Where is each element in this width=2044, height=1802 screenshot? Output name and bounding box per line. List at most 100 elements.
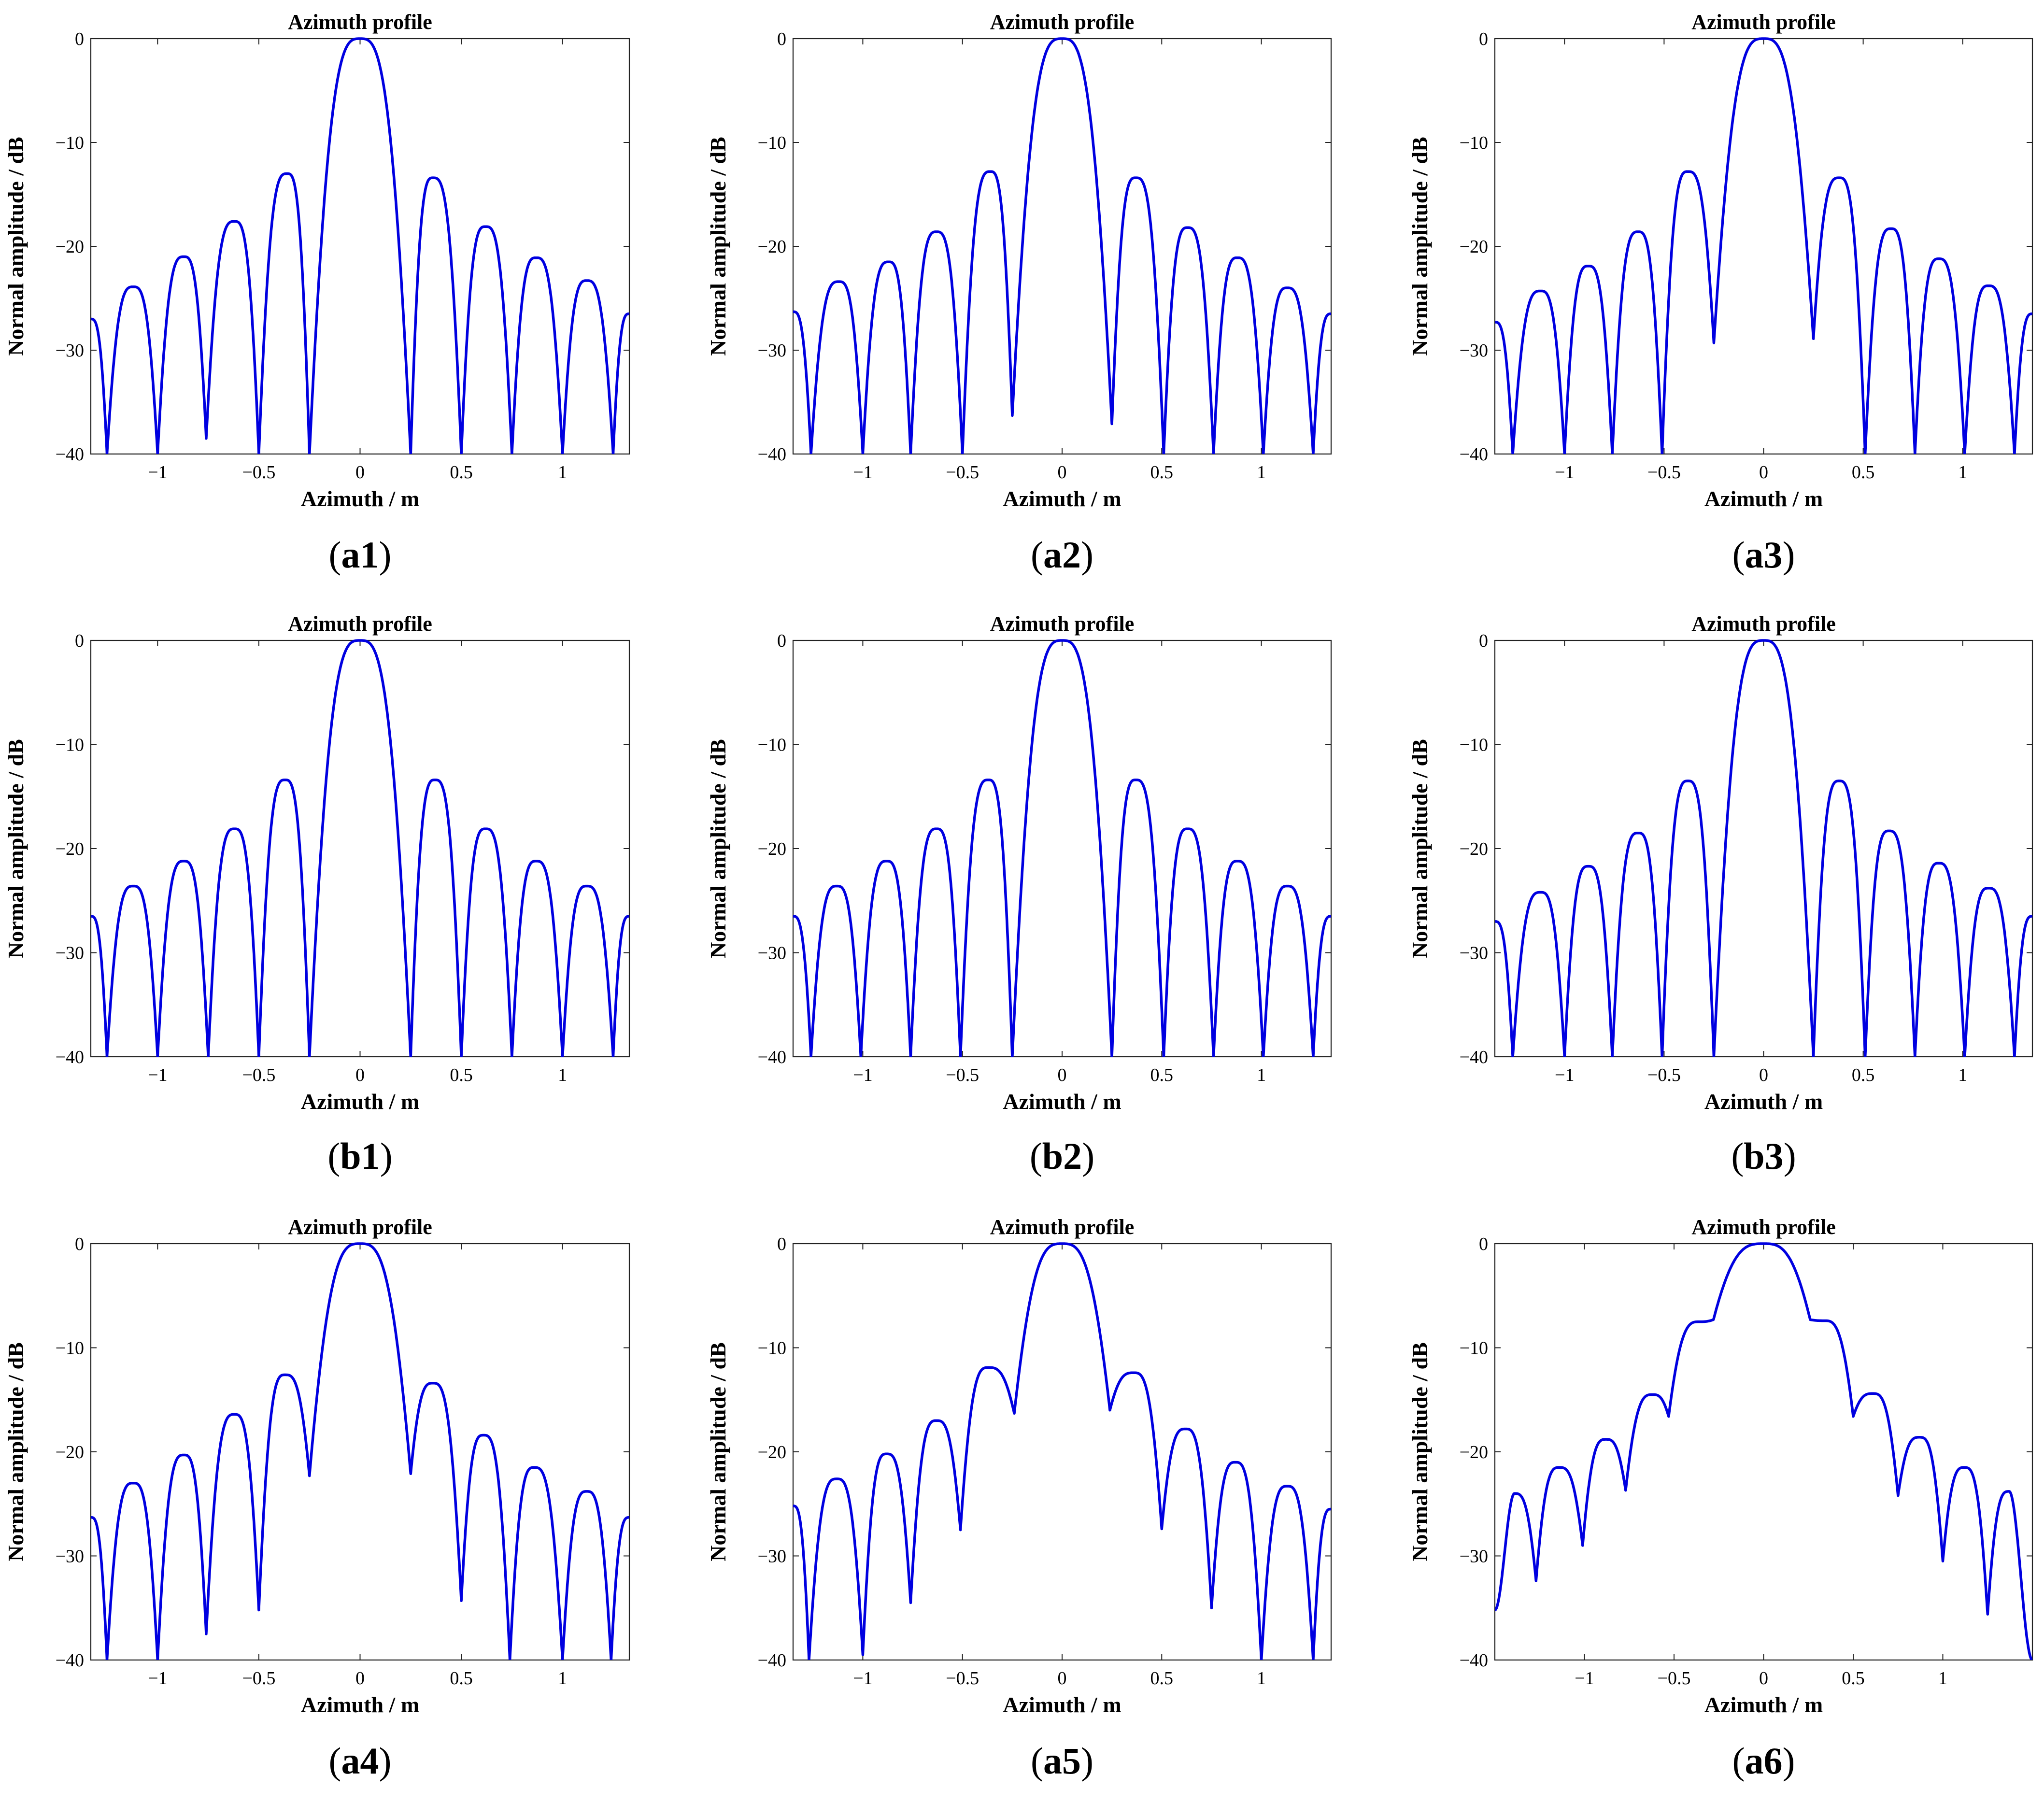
y-tick-label: 0 <box>777 1234 786 1254</box>
plot-frame <box>90 38 630 455</box>
x-tick-label: −1 <box>1555 462 1574 482</box>
y-tick-label: −30 <box>1460 943 1488 964</box>
x-tick-label: 0.5 <box>450 1668 473 1688</box>
y-tick-label: −40 <box>1460 1047 1488 1067</box>
panel-caption: (b1) <box>327 1135 392 1177</box>
chart-title: Azimuth profile <box>990 10 1135 34</box>
plot-frame <box>90 1243 630 1661</box>
panel-caption: (a2) <box>1031 534 1093 576</box>
y-tick-label: 0 <box>1479 1234 1488 1254</box>
y-axis-label: Normal amplitude / dB <box>706 137 730 356</box>
plot-frame <box>792 38 1332 455</box>
y-tick-label: −20 <box>758 839 786 859</box>
x-tick-label: 1 <box>558 1065 567 1085</box>
x-tick-label: 0.5 <box>450 1065 473 1085</box>
x-tick-label: 0.5 <box>1842 1668 1865 1688</box>
x-tick-label: −1 <box>853 1065 872 1085</box>
x-tick-label: −1 <box>148 462 167 482</box>
x-axis-label: Azimuth / m <box>301 1692 419 1717</box>
y-tick-label: −10 <box>56 735 84 755</box>
x-tick-label: 0 <box>355 1668 365 1688</box>
y-tick-label: −10 <box>1460 1338 1488 1359</box>
x-tick-label: −1 <box>853 1668 872 1688</box>
series-line <box>793 639 1331 1057</box>
y-axis-label: Normal amplitude / dB <box>1407 137 1432 356</box>
x-tick-label: 0.5 <box>1852 462 1875 482</box>
x-tick-label: −1 <box>1555 1065 1574 1085</box>
x-tick-label: 0 <box>1759 1668 1768 1688</box>
panel-caption: (b2) <box>1030 1135 1094 1177</box>
x-tick-label: −0.5 <box>1647 1065 1681 1085</box>
x-axis-label: Azimuth / m <box>1003 1089 1121 1114</box>
x-tick-label: 1 <box>1958 462 1967 482</box>
x-tick-label: −1 <box>1575 1668 1594 1688</box>
series-line <box>91 37 629 454</box>
y-tick-label: −30 <box>758 341 786 361</box>
x-tick-label: 0.5 <box>450 462 473 482</box>
y-tick-label: −10 <box>56 1338 84 1359</box>
chart-title: Azimuth profile <box>1691 10 1836 34</box>
chart-panel-b1: Azimuth profile −1 −0.5 0 0.5 1 0 −10 −20 −30 −40 A… <box>3 612 630 1177</box>
plot-frame <box>792 639 1332 1058</box>
x-tick-label: 1 <box>1257 1668 1266 1688</box>
series-line <box>1495 1242 2032 1660</box>
x-axis-label: Azimuth / m <box>1704 1089 1823 1114</box>
x-tick-label: 0 <box>1759 462 1768 482</box>
x-tick-label: −0.5 <box>242 1065 275 1085</box>
x-tick-label: 1 <box>1938 1668 1947 1688</box>
chart-panel-b2: Azimuth profile −1 −0.5 0 0.5 1 0 −10 −20 −30 −40 A… <box>706 612 1332 1177</box>
x-axis-label: Azimuth / m <box>301 486 419 511</box>
x-tick-label: 0 <box>1058 1668 1067 1688</box>
panel-caption: (a1) <box>329 534 392 576</box>
series-line <box>1495 639 2032 1057</box>
panel-caption: (b3) <box>1731 1135 1796 1177</box>
panel-caption: (a5) <box>1031 1740 1093 1782</box>
x-tick-label: −1 <box>148 1668 167 1688</box>
y-tick-label: 0 <box>75 1234 84 1254</box>
y-tick-label: −30 <box>1460 1547 1488 1567</box>
chart-title: Azimuth profile <box>1691 612 1836 636</box>
x-axis-label: Azimuth / m <box>301 1089 419 1114</box>
y-axis-label: Normal amplitude / dB <box>706 1342 730 1561</box>
y-tick-label: −40 <box>56 1650 84 1671</box>
x-tick-label: 1 <box>1257 1065 1266 1085</box>
y-tick-label: 0 <box>777 631 786 651</box>
y-axis-label: Normal amplitude / dB <box>3 739 28 958</box>
x-tick-label: 1 <box>1257 462 1266 482</box>
plot-frame <box>1494 639 2033 1058</box>
y-tick-label: −30 <box>1460 341 1488 361</box>
plot-frame <box>792 1243 1332 1661</box>
x-tick-label: 1 <box>558 462 567 482</box>
y-tick-label: −20 <box>758 237 786 257</box>
panel-caption: (a3) <box>1732 534 1795 576</box>
y-tick-label: −20 <box>758 1442 786 1462</box>
x-tick-label: −0.5 <box>1658 1668 1691 1688</box>
y-tick-label: −20 <box>1460 1442 1488 1462</box>
x-axis-label: Azimuth / m <box>1003 1692 1121 1717</box>
x-tick-label: 0 <box>1759 1065 1768 1085</box>
x-tick-label: 1 <box>558 1668 567 1688</box>
y-tick-label: −40 <box>56 444 84 465</box>
y-tick-label: 0 <box>1479 631 1488 651</box>
panel-caption: (a6) <box>1732 1740 1795 1782</box>
y-tick-label: −40 <box>758 444 786 465</box>
y-tick-label: −10 <box>1460 735 1488 755</box>
y-tick-label: −30 <box>56 1547 84 1567</box>
x-tick-label: −1 <box>148 1065 167 1085</box>
chart-title: Azimuth profile <box>288 612 432 636</box>
y-tick-label: −20 <box>56 1442 84 1462</box>
x-tick-label: −1 <box>853 462 872 482</box>
y-tick-label: −40 <box>758 1650 786 1671</box>
plot-frame <box>90 639 630 1058</box>
x-tick-label: 0.5 <box>1150 462 1174 482</box>
series-line <box>91 1242 629 1660</box>
x-tick-label: 0 <box>355 462 365 482</box>
x-tick-label: −0.5 <box>946 1065 979 1085</box>
x-tick-label: −0.5 <box>946 1668 979 1688</box>
plot-frame <box>1494 1243 2033 1661</box>
y-tick-label: −10 <box>758 133 786 153</box>
x-tick-label: 0.5 <box>1852 1065 1875 1085</box>
chart-panel-a4: Azimuth profile −1 −0.5 0 0.5 1 0 −10 −20 −30 −40 A… <box>3 1215 630 1782</box>
chart-title: Azimuth profile <box>990 612 1135 636</box>
